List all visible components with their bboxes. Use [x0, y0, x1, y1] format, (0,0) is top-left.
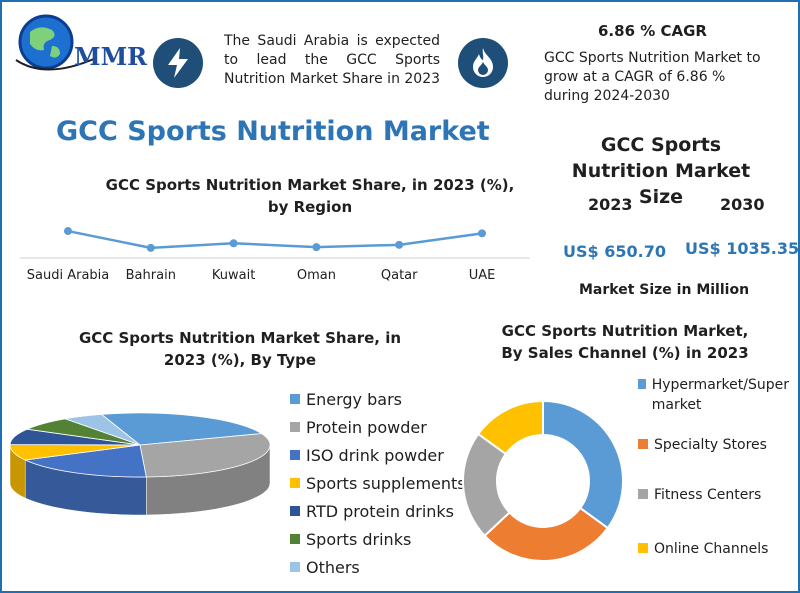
value-2023: US$ 650.70: [563, 242, 666, 261]
channel-legend-item: Hypermarket/Supermarket: [638, 375, 796, 415]
region-point: [312, 243, 321, 252]
type-pie-chart: [10, 412, 271, 516]
channel-chart-title: GCC Sports Nutrition Market, By Sales Ch…: [501, 322, 749, 362]
region-series-line: [67, 229, 483, 250]
type-legend-item: Sports supplements: [290, 469, 466, 497]
legend-swatch: [290, 562, 300, 572]
legend-swatch: [290, 534, 300, 544]
value-2030: US$ 1035.35: [685, 239, 800, 258]
type-legend-item: Protein powder: [290, 413, 466, 441]
channel-donut-slice: [542, 399, 624, 530]
legend-label: ISO drink powder: [306, 445, 444, 465]
region-tick-label: Saudi Arabia: [27, 268, 110, 283]
channel-legend-item: Fitness Centers: [638, 485, 796, 505]
region-point: [229, 239, 238, 248]
type-legend-item: RTD protein drinks: [290, 497, 466, 525]
region-point: [395, 240, 404, 249]
flame-icon: [458, 38, 508, 88]
type-pie-slice: [23, 444, 147, 478]
region-tick-label: Oman: [297, 268, 336, 283]
legend-swatch: [290, 422, 300, 432]
page-title: GCC Sports Nutrition Market: [56, 116, 490, 147]
legend-label: Sports drinks: [306, 529, 412, 549]
legend-label: Others: [306, 557, 360, 577]
market-size-unit: Market Size in Million: [579, 282, 750, 298]
channel-legend-item: Online Channels: [638, 539, 796, 559]
legend-swatch: [290, 478, 300, 488]
region-point: [478, 229, 486, 238]
legend-swatch: [290, 450, 300, 460]
legend-label: Hypermarket/Supermarket: [651, 377, 789, 413]
legend-label: Online Channels: [654, 541, 769, 557]
region-point: [146, 243, 155, 252]
cagr-heading: 6.86 % CAGR: [598, 22, 707, 40]
region-tick-label: Kuwait: [212, 268, 255, 283]
type-legend-item: Sports drinks: [290, 525, 466, 553]
type-legend-item: Energy bars: [290, 385, 466, 413]
legend-swatch: [638, 543, 648, 553]
legend-label: Specialty Stores: [654, 437, 767, 453]
type-legend-item: Others: [290, 553, 466, 581]
info-right-text: GCC Sports Nutrition Market to grow at a…: [544, 50, 761, 104]
region-line-chart: Saudi Arabia Bahrain Kuwait Oman Qatar UAE: [20, 227, 530, 283]
legend-label: Fitness Centers: [654, 487, 762, 503]
legend-swatch: [638, 489, 648, 499]
legend-swatch: [290, 394, 300, 404]
channel-legend-item: Specialty Stores: [638, 435, 796, 455]
type-pie-slice: [10, 444, 141, 461]
region-tick-label: Bahrain: [126, 268, 176, 283]
channel-donut-chart: [462, 399, 624, 562]
region-tick-label: UAE: [469, 268, 496, 283]
type-legend-item: ISO drink powder: [290, 441, 466, 469]
channel-legend: Hypermarket/Supermarket Specialty Stores F…: [638, 375, 796, 559]
type-pie-slice: [63, 413, 141, 446]
type-chart-title: GCC Sports Nutrition Market Share, in 20…: [78, 329, 402, 369]
type-legend: Energy bars Protein powder ISO drink powde…: [290, 385, 466, 581]
year-2030: 2030: [720, 195, 765, 214]
legend-label: Protein powder: [306, 417, 427, 437]
logo-text: MMR: [74, 42, 148, 71]
legend-label: Energy bars: [306, 389, 402, 409]
lightning-bolt-icon: [153, 38, 203, 88]
legend-swatch: [638, 379, 646, 389]
channel-donut-slice: [476, 399, 544, 456]
legend-swatch: [638, 439, 648, 449]
type-pie-slice: [139, 433, 271, 478]
info-left-text: The Saudi Arabia is expected to lead the…: [224, 33, 441, 87]
legend-label: RTD protein drinks: [306, 501, 455, 521]
region-chart-title: GCC Sports Nutrition Market Share, in 20…: [105, 176, 515, 216]
market-size-title: GCC Sports Nutrition Market Size: [571, 134, 751, 208]
region-point: [64, 227, 72, 236]
year-2023: 2023: [588, 195, 633, 214]
legend-swatch: [290, 506, 300, 516]
legend-label: Sports supplements: [306, 473, 466, 493]
mmr-logo: MMR: [12, 10, 147, 80]
region-tick-label: Qatar: [381, 268, 418, 283]
